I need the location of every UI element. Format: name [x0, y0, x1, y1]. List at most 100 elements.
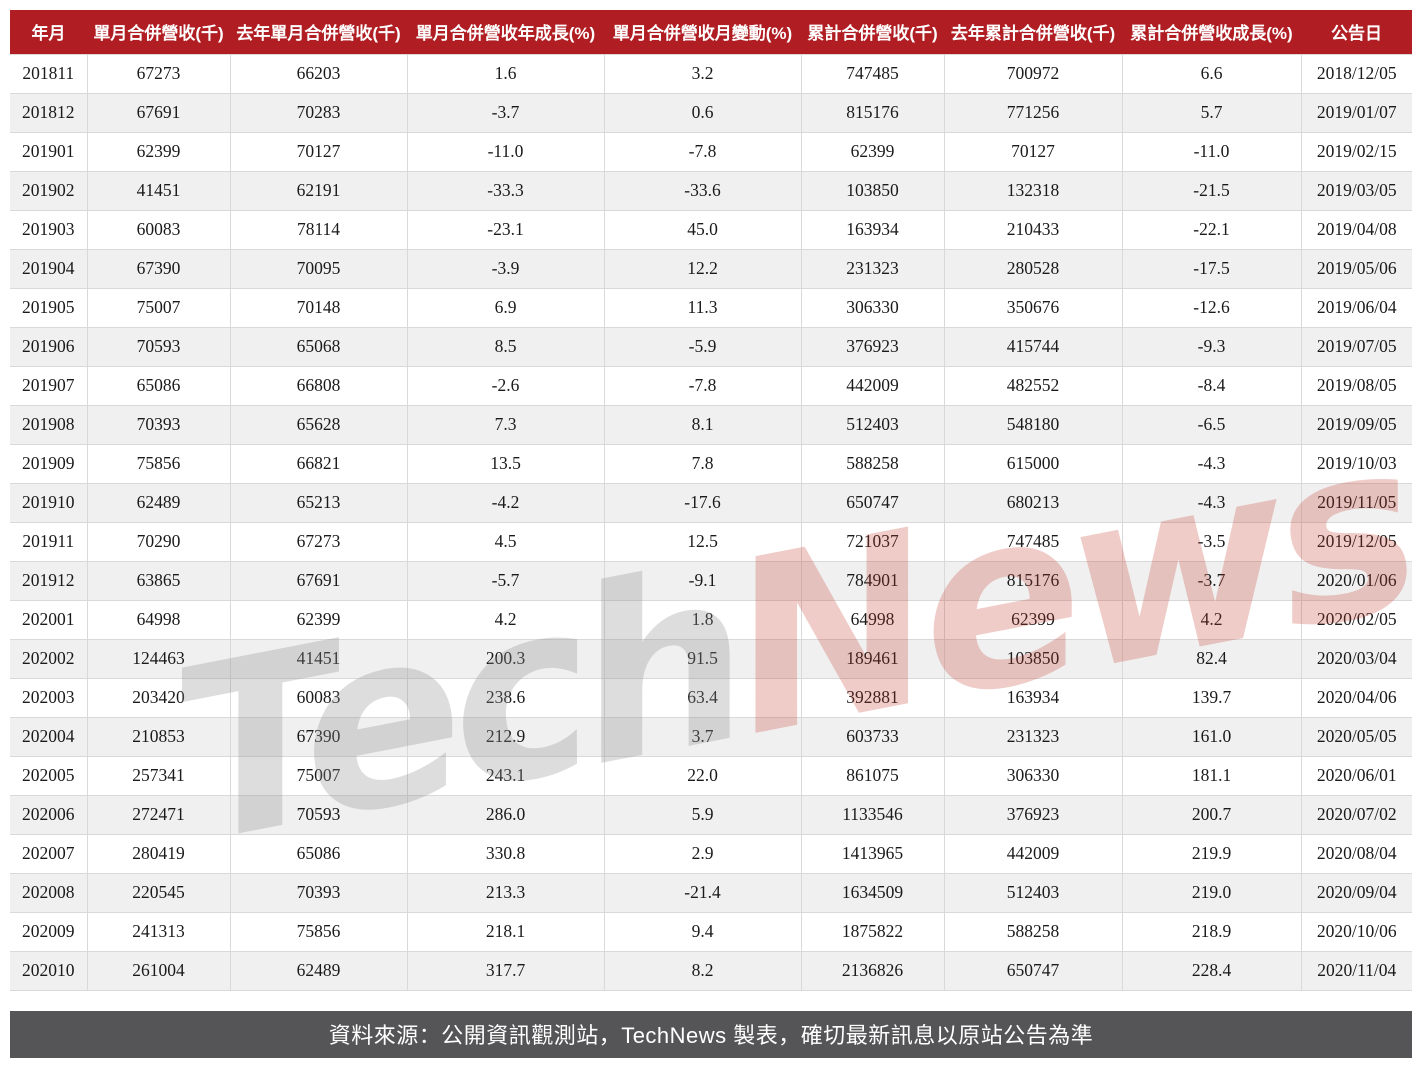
- table-cell: 747485: [943, 521, 1123, 562]
- table-cell: 103850: [943, 638, 1123, 679]
- table-cell: 203420: [86, 677, 231, 718]
- table-cell: 2020/11/04: [1300, 950, 1412, 991]
- table-body: 201811 67273 66203 1.6 3.2 747485 700972 6.6 201…: [10, 53, 1412, 991]
- table-cell: 1.6: [406, 53, 605, 94]
- table-row: 202009 241313 75856 218.1 9.4 1875822 588258 21…: [10, 911, 1412, 952]
- table-cell: 238.6: [406, 677, 605, 718]
- table-cell: 201904: [10, 248, 88, 289]
- table-cell: 201905: [10, 287, 88, 328]
- table-cell: 70283: [229, 92, 408, 133]
- table-cell: 376923: [943, 794, 1123, 835]
- table-cell: 64998: [86, 599, 231, 640]
- table-cell: 202001: [10, 599, 88, 640]
- table-cell: 201811: [10, 53, 88, 94]
- table-cell: 65086: [229, 833, 408, 874]
- header-row: 年月 單月合併營收(千) 去年單月合併營收(千) 單月合併營收年成長(%) 單月合併營收…: [10, 10, 1412, 54]
- table-cell: 70393: [86, 404, 231, 445]
- table-cell: 212.9: [406, 716, 605, 757]
- table-cell: 5.9: [603, 794, 802, 835]
- table-cell: 442009: [800, 365, 945, 406]
- table-cell: 67691: [229, 560, 408, 601]
- table-cell: 231323: [800, 248, 945, 289]
- table-cell: 63865: [86, 560, 231, 601]
- page: 年月 單月合併營收(千) 去年單月合併營收(千) 單月合併營收年成長(%) 單月合併營收…: [10, 10, 1412, 1058]
- table-cell: -9.1: [603, 560, 802, 601]
- table-cell: 163934: [943, 677, 1123, 718]
- table-cell: 5.7: [1121, 92, 1302, 133]
- table-cell: 2136826: [800, 950, 945, 991]
- table-cell: 415744: [943, 326, 1123, 367]
- table-cell: 13.5: [406, 443, 605, 484]
- table-row: 201910 62489 65213 -4.2 -17.6 650747 680213 -4.…: [10, 482, 1412, 523]
- table-cell: 201907: [10, 365, 88, 406]
- table-cell: 588258: [943, 911, 1123, 952]
- column-header: 去年累計合併營收(千): [944, 10, 1122, 54]
- table-row: 202001 64998 62399 4.2 1.8 64998 62399 4.2 2020/…: [10, 599, 1412, 640]
- table-cell: 1875822: [800, 911, 945, 952]
- table-cell: 201901: [10, 131, 88, 172]
- source-footer: 資料來源：公開資訊觀測站，TechNews 製表，確切最新訊息以原站公告為準: [10, 1010, 1412, 1058]
- table-cell: 12.5: [603, 521, 802, 562]
- table-cell: 70127: [229, 131, 408, 172]
- table-cell: -7.8: [603, 365, 802, 406]
- table-cell: 202004: [10, 716, 88, 757]
- table-cell: 201902: [10, 170, 88, 211]
- table-cell: 8.5: [406, 326, 605, 367]
- table-cell: 82.4: [1121, 638, 1302, 679]
- table-cell: -23.1: [406, 209, 605, 250]
- table-cell: 1634509: [800, 872, 945, 913]
- table-cell: -4.2: [406, 482, 605, 523]
- table-cell: 67273: [229, 521, 408, 562]
- table-cell: 201912: [10, 560, 88, 601]
- table-cell: 330.8: [406, 833, 605, 874]
- table-cell: 747485: [800, 53, 945, 94]
- table-cell: 257341: [86, 755, 231, 796]
- column-header: 累計合併營收成長(%): [1122, 10, 1301, 54]
- table-cell: 201909: [10, 443, 88, 484]
- table-cell: -5.7: [406, 560, 605, 601]
- table-cell: 202007: [10, 833, 88, 874]
- table-row: 202005 257341 75007 243.1 22.0 861075 306330 18…: [10, 755, 1412, 796]
- table-cell: 350676: [943, 287, 1123, 328]
- table-cell: 210433: [943, 209, 1123, 250]
- table-cell: 41451: [229, 638, 408, 679]
- table-cell: -4.3: [1121, 482, 1302, 523]
- table-cell: 70593: [86, 326, 231, 367]
- table-cell: -21.5: [1121, 170, 1302, 211]
- table-cell: 3.7: [603, 716, 802, 757]
- table-cell: 6.6: [1121, 53, 1302, 94]
- table-cell: 75007: [229, 755, 408, 796]
- table-cell: 201910: [10, 482, 88, 523]
- table-row: 202010 261004 62489 317.7 8.2 2136826 650747 22…: [10, 950, 1412, 991]
- table-cell: 124463: [86, 638, 231, 679]
- table-cell: 3.2: [603, 53, 802, 94]
- table-cell: 202010: [10, 950, 88, 991]
- table-cell: 66808: [229, 365, 408, 406]
- table-cell: 60083: [86, 209, 231, 250]
- table-cell: -3.5: [1121, 521, 1302, 562]
- table-row: 202002 124463 41451 200.3 91.5 189461 103850 82…: [10, 638, 1412, 679]
- table-cell: 2019/08/05: [1300, 365, 1412, 406]
- table-cell: -8.4: [1121, 365, 1302, 406]
- table-cell: -5.9: [603, 326, 802, 367]
- table-cell: 650747: [800, 482, 945, 523]
- table-cell: 189461: [800, 638, 945, 679]
- table-cell: -9.3: [1121, 326, 1302, 367]
- table-cell: 376923: [800, 326, 945, 367]
- table-cell: -12.6: [1121, 287, 1302, 328]
- table-cell: 548180: [943, 404, 1123, 445]
- table-cell: 202003: [10, 677, 88, 718]
- table-cell: 200.3: [406, 638, 605, 679]
- table-row: 201811 67273 66203 1.6 3.2 747485 700972 6.6 201…: [10, 53, 1412, 94]
- table-cell: 70290: [86, 521, 231, 562]
- table-cell: 861075: [800, 755, 945, 796]
- table-cell: 4.2: [406, 599, 605, 640]
- column-header: 累計合併營收(千): [801, 10, 944, 54]
- table-cell: 78114: [229, 209, 408, 250]
- table-cell: 6.9: [406, 287, 605, 328]
- table-cell: -11.0: [406, 131, 605, 172]
- table-cell: -17.5: [1121, 248, 1302, 289]
- table-cell: 65086: [86, 365, 231, 406]
- table-cell: 139.7: [1121, 677, 1302, 718]
- table-cell: 62399: [943, 599, 1123, 640]
